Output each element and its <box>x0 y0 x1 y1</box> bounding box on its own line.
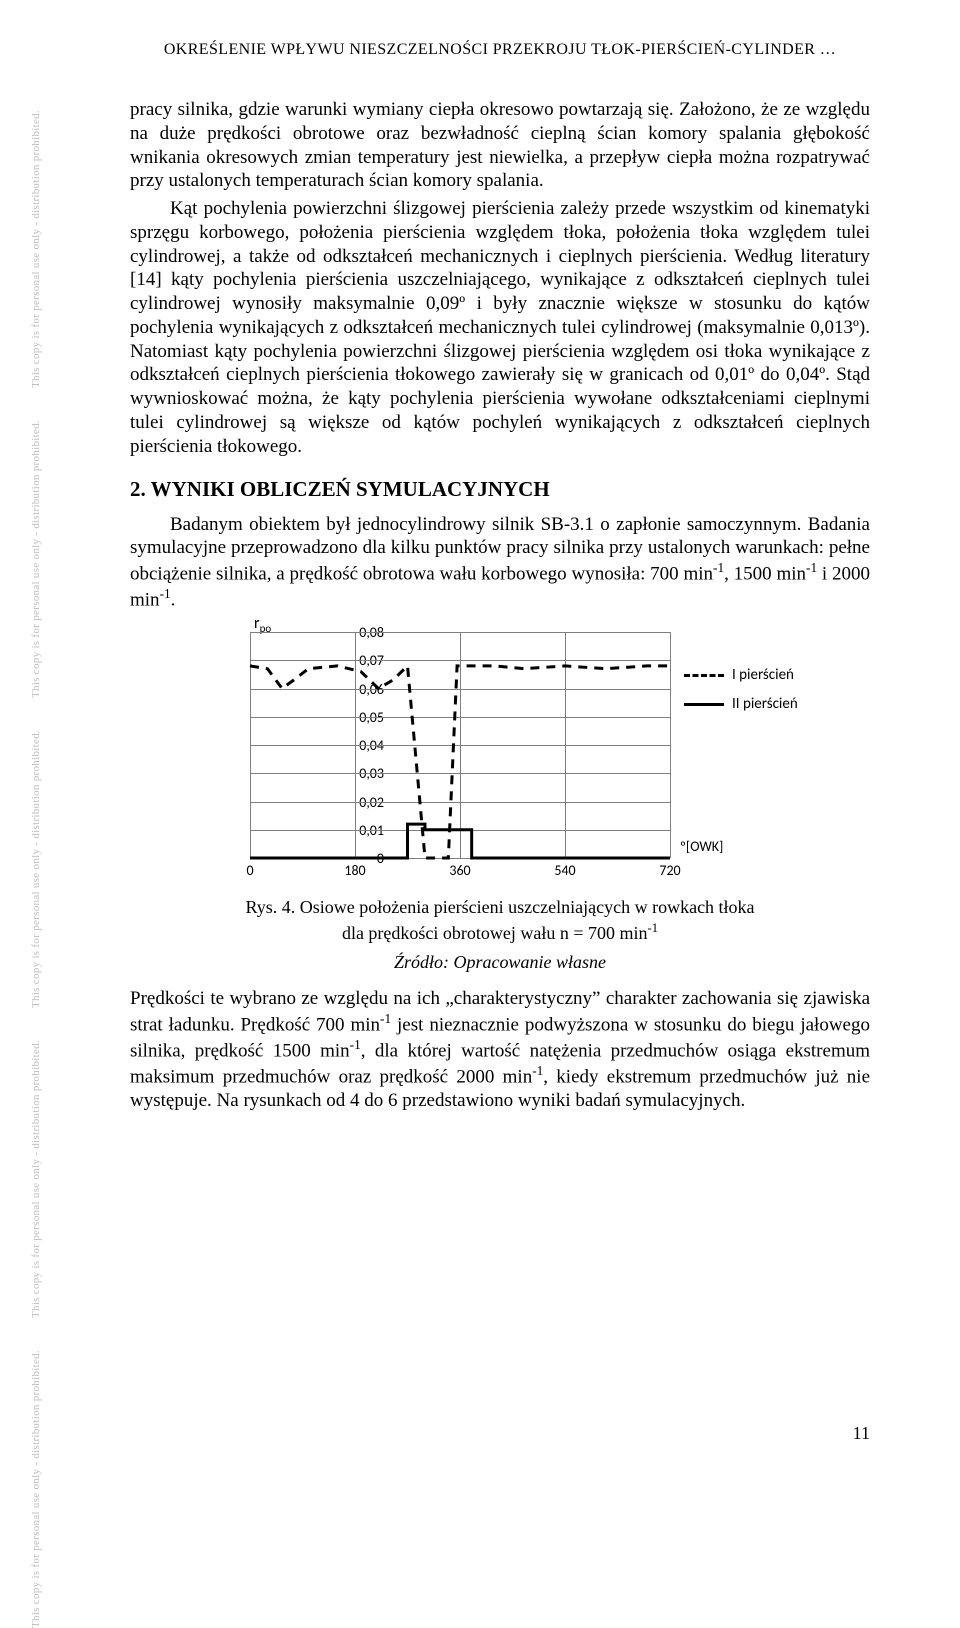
sup: -1 <box>380 1011 391 1026</box>
text: , 1500 min <box>724 563 806 584</box>
sup: -1 <box>648 921 659 935</box>
legend-label: II pierścień <box>732 695 798 714</box>
text: Rys. 4. Osiowe położenia pierścieni uszc… <box>245 897 754 917</box>
chart-svg <box>250 632 670 858</box>
legend-label: I pierścień <box>732 666 794 685</box>
sup: -1 <box>713 560 724 575</box>
running-head: OKREŚLENIE WPŁYWU NIESZCZELNOŚCI PRZEKRO… <box>130 40 870 60</box>
text: Kąt pochylenia powierzchni ślizgowej pie… <box>130 198 870 457</box>
body-paragraph-1: pracy silnika, gdzie warunki wymiany cie… <box>130 98 870 193</box>
watermark-side-text: This copy is for personal use only - dis… <box>30 1040 46 1318</box>
legend-item-2: II pierścień <box>684 695 798 714</box>
watermark-side-text: This copy is for personal use only - dis… <box>30 730 46 1008</box>
body-paragraph-3: Badanym obiektem był jednocylindrowy sil… <box>130 513 870 613</box>
legend-item-1: I pierścień <box>684 666 798 685</box>
x-axis-unit: º[OWK] <box>680 838 723 856</box>
sup: -1 <box>350 1037 361 1052</box>
page-number: 11 <box>853 1422 870 1445</box>
text: dla prędkości obrotowej wału n = 700 min <box>342 923 648 943</box>
section-heading: 2. WYNIKI OBLICZEŃ SYMULACYJNYCH <box>130 476 870 502</box>
sup: -1 <box>160 586 171 601</box>
page: This copy is for personal use only - dis… <box>0 0 960 1472</box>
sup: -1 <box>532 1063 543 1078</box>
figure-source: Źródło: Opracowanie własne <box>394 951 606 974</box>
watermark-side-text: This copy is for personal use only - dis… <box>30 420 46 698</box>
legend: I pierścień II pierścień <box>684 666 798 724</box>
chart-box: rpo 00,010,020,030,040,050,060,070,08 01… <box>190 618 810 888</box>
legend-swatch-solid <box>684 703 724 706</box>
watermark-side-text: This copy is for personal use only - dis… <box>30 110 46 388</box>
body-paragraph-2: Kąt pochylenia powierzchni ślizgowej pie… <box>130 197 870 458</box>
figure-4: rpo 00,010,020,030,040,050,060,070,08 01… <box>130 618 870 985</box>
legend-swatch-dash <box>684 674 724 677</box>
sup: -1 <box>806 560 817 575</box>
body-paragraph-4: Prędkości te wybrano ze względu na ich „… <box>130 987 870 1113</box>
watermark-side-text: This copy is for personal use only - dis… <box>30 1350 46 1628</box>
text: pracy silnika, gdzie warunki wymiany cie… <box>130 99 870 191</box>
figure-caption: Rys. 4. Osiowe położenia pierścieni uszc… <box>245 896 754 945</box>
plot-area <box>250 632 670 858</box>
